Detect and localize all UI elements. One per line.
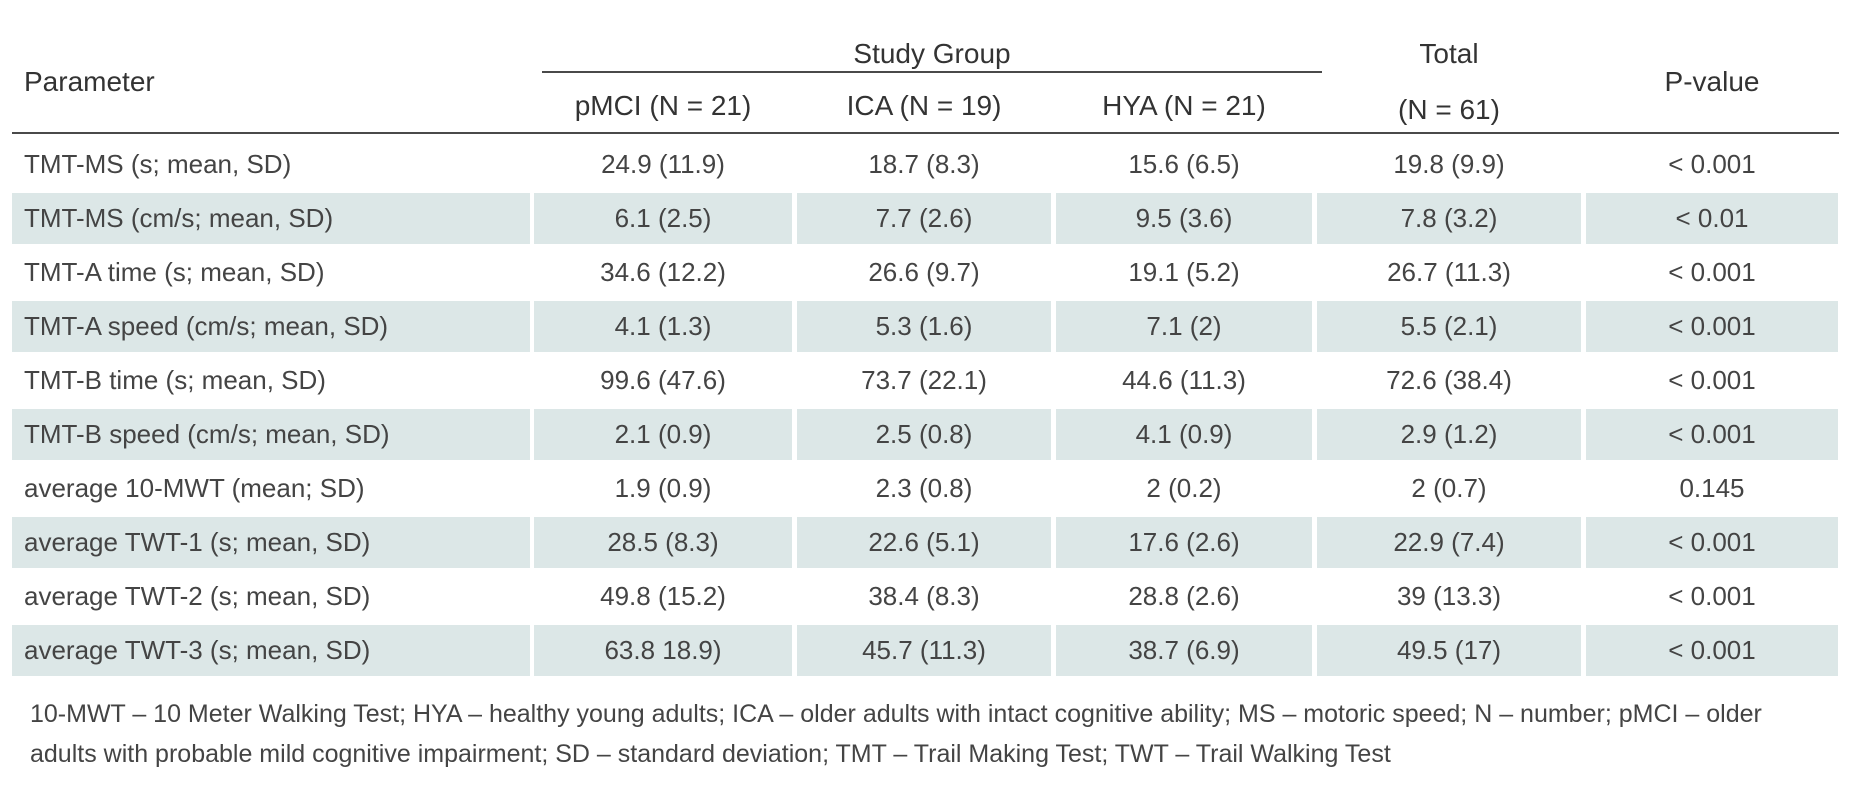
table-row: average 10-MWT (mean; SD) 1.9 (0.9) 2.3 (0… — [12, 463, 1839, 514]
cell-pvalue: < 0.001 — [1586, 301, 1838, 352]
cell-pvalue: < 0.01 — [1586, 193, 1838, 244]
cell-hya: 9.5 (3.6) — [1056, 193, 1312, 244]
table-footnote: 10-MWT – 10 Meter Walking Test; HYA – he… — [30, 700, 1762, 768]
cell-parameter: TMT-MS (s; mean, SD) — [24, 149, 292, 179]
cell-pvalue: < 0.001 — [1586, 409, 1838, 460]
table-row: TMT-B time (s; mean, SD) 99.6 (47.6) 73.7 … — [12, 355, 1839, 406]
cell-ica: 5.3 (1.6) — [797, 301, 1051, 352]
cell-total: 26.7 (11.3) — [1387, 257, 1511, 287]
header-parameter: Parameter — [24, 66, 155, 97]
cell-parameter: TMT-MS (cm/s; mean, SD) — [12, 193, 530, 244]
cell-hya: 38.7 (6.9) — [1056, 625, 1312, 676]
cell-pmci: 99.6 (47.6) — [600, 365, 726, 395]
cell-ica: 38.4 (8.3) — [868, 581, 980, 611]
cell-parameter: TMT-B time (s; mean, SD) — [24, 365, 326, 395]
cell-hya: 4.1 (0.9) — [1056, 409, 1312, 460]
cell-ica: 18.7 (8.3) — [868, 149, 980, 179]
cell-ica: 7.7 (2.6) — [797, 193, 1051, 244]
cell-pmci: 63.8 18.9) — [534, 625, 792, 676]
study-group-rule — [542, 71, 1322, 73]
table-row: average TWT-1 (s; mean, SD) 28.5 (8.3) 22.… — [12, 517, 1839, 568]
cell-parameter: TMT-A time (s; mean, SD) — [24, 257, 325, 287]
header-pmci: pMCI (N = 21) — [574, 90, 752, 121]
cell-parameter: average TWT-3 (s; mean, SD) — [12, 625, 530, 676]
cell-pvalue: 0.145 — [1679, 473, 1745, 503]
cell-pvalue: < 0.001 — [1668, 581, 1756, 611]
cell-hya: 19.1 (5.2) — [1128, 257, 1240, 287]
cell-total: 7.8 (3.2) — [1317, 193, 1581, 244]
cell-pmci: 4.1 (1.3) — [534, 301, 792, 352]
cell-pvalue: < 0.001 — [1668, 365, 1756, 395]
cell-parameter: average TWT-2 (s; mean, SD) — [24, 581, 371, 611]
cell-ica: 45.7 (11.3) — [797, 625, 1051, 676]
table-row: TMT-MS (cm/s; mean, SD) 6.1 (2.5) 7.7 (2.6… — [12, 193, 1839, 244]
cell-ica: 73.7 (22.1) — [861, 365, 987, 395]
header-total-n: (N = 61) — [1398, 94, 1500, 125]
cell-pvalue: < 0.001 — [1668, 149, 1756, 179]
cell-hya: 2 (0.2) — [1146, 473, 1222, 503]
cell-total: 49.5 (17) — [1317, 625, 1581, 676]
cell-ica: 26.6 (9.7) — [868, 257, 980, 287]
table-row: average TWT-3 (s; mean, SD) 63.8 18.9) 45.… — [12, 625, 1839, 676]
cell-hya: 15.6 (6.5) — [1128, 149, 1240, 179]
header-hya: HYA (N = 21) — [1102, 90, 1266, 121]
cell-pvalue: < 0.001 — [1668, 257, 1756, 287]
cell-total: 39 (13.3) — [1396, 581, 1502, 611]
cell-ica: 22.6 (5.1) — [797, 517, 1051, 568]
cell-pmci: 2.1 (0.9) — [534, 409, 792, 460]
table-row: TMT-MS (s; mean, SD) 24.9 (11.9) 18.7 (8.3… — [12, 139, 1839, 190]
cell-parameter: TMT-B speed (cm/s; mean, SD) — [12, 409, 530, 460]
cell-pmci: 49.8 (15.2) — [600, 581, 726, 611]
cell-hya: 17.6 (2.6) — [1056, 517, 1312, 568]
table-row: average TWT-2 (s; mean, SD) 49.8 (15.2) 38… — [12, 571, 1839, 622]
cell-total: 22.9 (7.4) — [1317, 517, 1581, 568]
header-pvalue: P-value — [1664, 66, 1760, 97]
cell-ica: 2.3 (0.8) — [875, 473, 973, 503]
cell-total: 2 (0.7) — [1411, 473, 1487, 503]
cell-parameter: average TWT-1 (s; mean, SD) — [12, 517, 530, 568]
table-body: TMT-MS (s; mean, SD) 24.9 (11.9) 18.7 (8.3… — [12, 139, 1839, 676]
results-table: Parameter Study Group pMCI (N = 21) ICA … — [12, 0, 1839, 679]
header-ica: ICA (N = 19) — [846, 90, 1002, 121]
cell-pmci: 1.9 (0.9) — [614, 473, 712, 503]
cell-hya: 44.6 (11.3) — [1122, 365, 1246, 395]
cell-hya: 7.1 (2) — [1056, 301, 1312, 352]
table-header: Parameter Study Group pMCI (N = 21) ICA … — [12, 0, 1839, 134]
cell-pmci: 34.6 (12.2) — [600, 257, 726, 287]
cell-pmci: 28.5 (8.3) — [534, 517, 792, 568]
header-study-group: Study Group — [853, 38, 1011, 69]
cell-ica: 2.5 (0.8) — [797, 409, 1051, 460]
table-row: TMT-A time (s; mean, SD) 34.6 (12.2) 26.6 … — [12, 247, 1839, 298]
cell-pmci: 6.1 (2.5) — [534, 193, 792, 244]
table-row: TMT-B speed (cm/s; mean, SD) 2.1 (0.9) 2.5… — [12, 409, 1839, 460]
cell-total: 72.6 (38.4) — [1386, 365, 1512, 395]
cell-total: 19.8 (9.9) — [1393, 149, 1505, 179]
header-total: Total — [1419, 38, 1479, 69]
cell-pmci: 24.9 (11.9) — [601, 149, 725, 179]
cell-pvalue: < 0.001 — [1586, 517, 1838, 568]
cell-total: 5.5 (2.1) — [1317, 301, 1581, 352]
table-row: TMT-A speed (cm/s; mean, SD) 4.1 (1.3) 5.3… — [12, 301, 1839, 352]
cell-parameter: TMT-A speed (cm/s; mean, SD) — [12, 301, 530, 352]
cell-parameter: average 10-MWT (mean; SD) — [24, 473, 365, 503]
cell-hya: 28.8 (2.6) — [1128, 581, 1240, 611]
cell-pvalue: < 0.001 — [1586, 625, 1838, 676]
cell-total: 2.9 (1.2) — [1317, 409, 1581, 460]
